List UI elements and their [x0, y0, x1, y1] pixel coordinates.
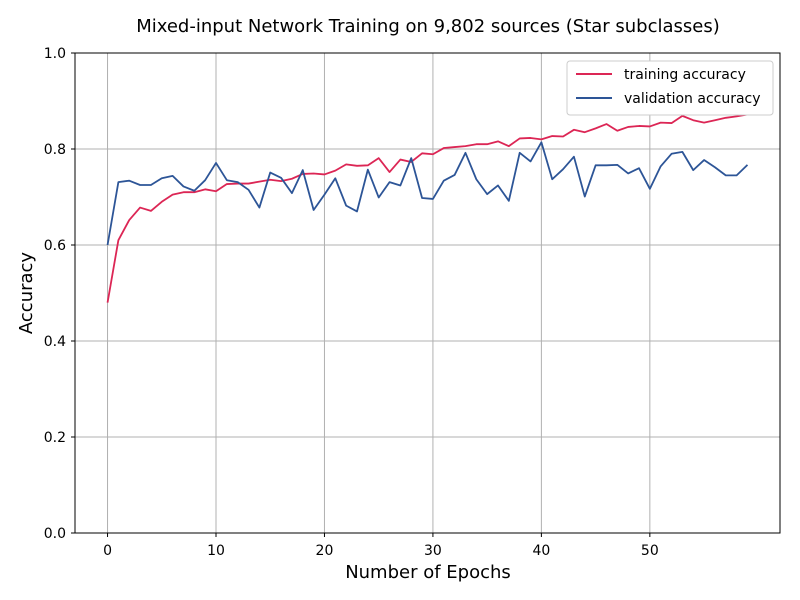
series-line-training-accuracy	[106, 113, 748, 303]
series-layer	[106, 113, 749, 303]
x-tick-label: 10	[207, 543, 225, 559]
y-tick-label: 0.8	[44, 142, 66, 158]
legend-box	[566, 60, 774, 116]
y-tick-label: 0.2	[44, 430, 66, 446]
x-tick-label: 0	[103, 543, 112, 559]
y-tick-label: 1.0	[44, 46, 66, 62]
y-axis-ticks: 0.0 0.2 0.4 0.6 0.8 1.0	[44, 46, 75, 542]
y-tick-label: 0.4	[44, 334, 66, 350]
y-tick-label: 0.6	[44, 238, 66, 254]
x-tick-label: 30	[424, 543, 442, 559]
x-tick-label: 50	[641, 543, 659, 559]
x-tick-label: 20	[316, 543, 334, 559]
chart-title: Mixed-input Network Training on 9,802 so…	[136, 16, 720, 37]
plot-area-frame	[74, 52, 781, 534]
x-axis-title: Number of Epochs	[345, 562, 511, 583]
legend-label-validation: validation accuracy	[624, 91, 761, 107]
series-line-validation-accuracy	[106, 141, 749, 246]
legend-label-training: training accuracy	[624, 67, 746, 83]
legend: training accuracy validation accuracy	[566, 60, 774, 116]
y-axis-title: Accuracy	[16, 252, 37, 335]
x-axis-ticks: 0 10 20 30 40 50	[103, 533, 659, 559]
x-tick-label: 40	[532, 543, 550, 559]
grid	[75, 52, 780, 534]
y-tick-label: 0.0	[44, 526, 66, 542]
